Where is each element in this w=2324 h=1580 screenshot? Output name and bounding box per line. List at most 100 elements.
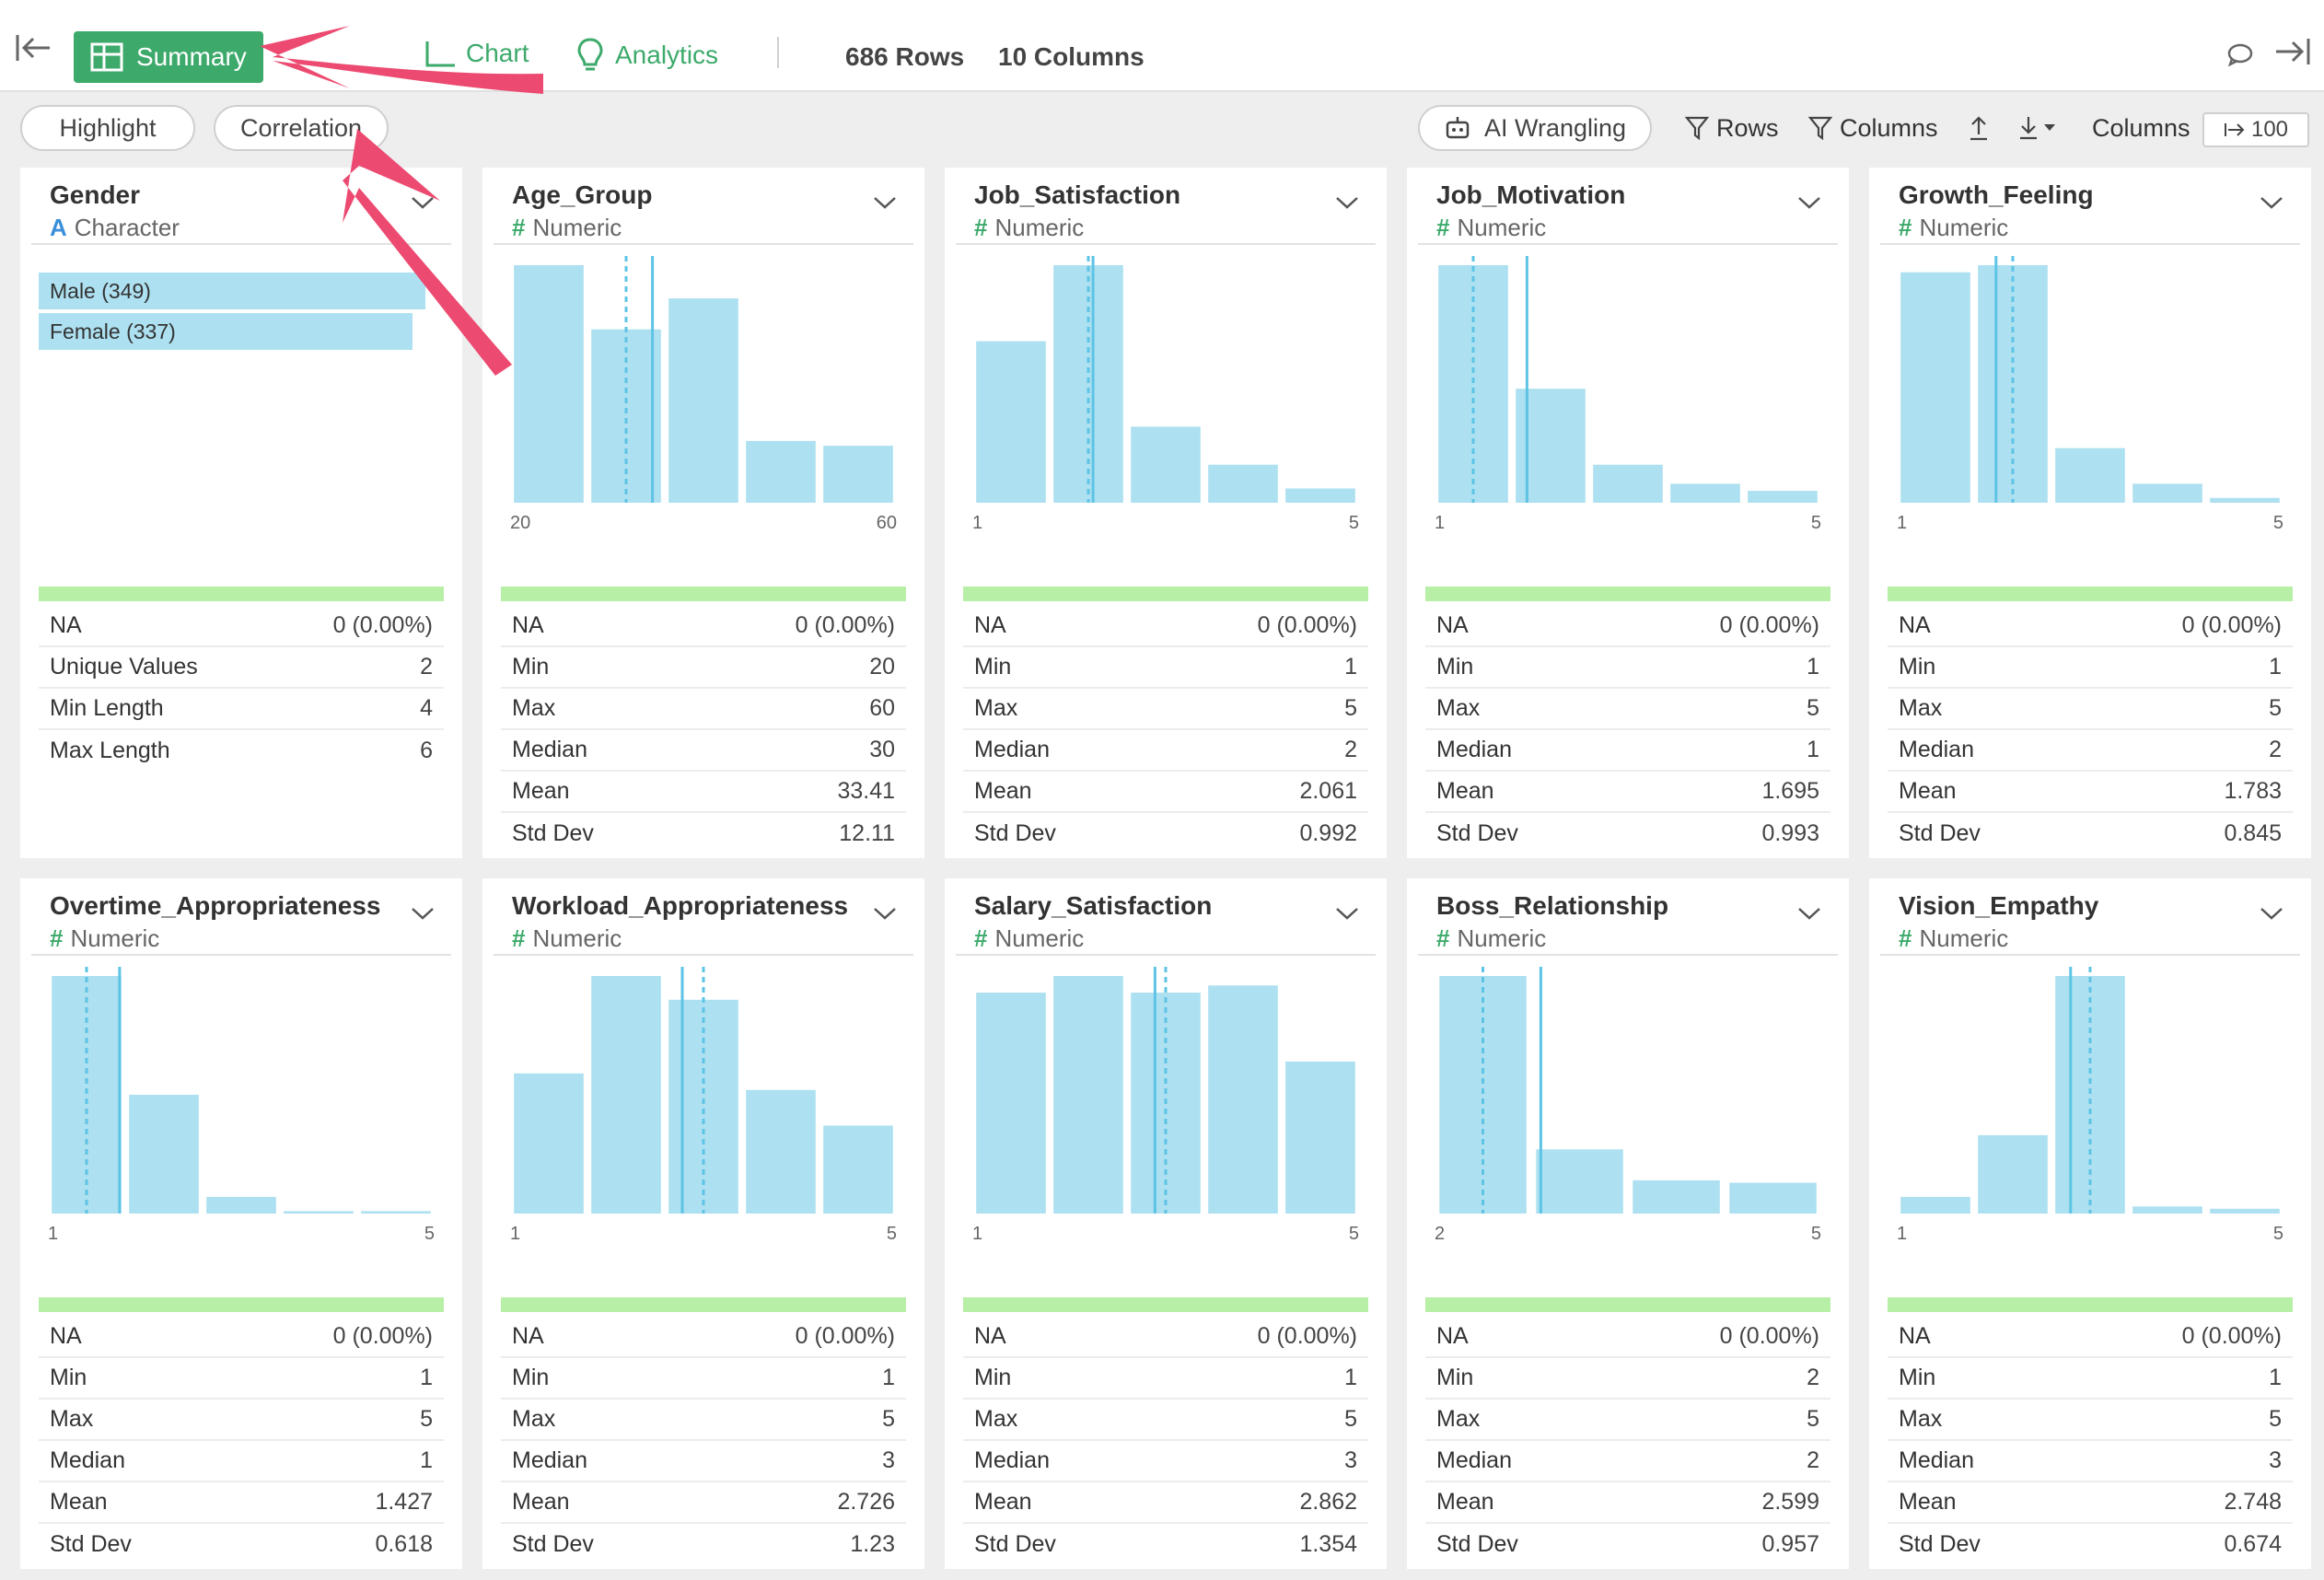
columns-filter-button[interactable]: Columns	[1808, 105, 1938, 151]
histogram-bar[interactable]	[2210, 497, 2280, 503]
comment-icon[interactable]	[2226, 42, 2254, 66]
chevron-down-icon[interactable]	[1795, 904, 1823, 923]
column-card-gender[interactable]: Gender A Character Male (349) Female (337) NA…	[20, 168, 462, 858]
stat-value: 2	[1344, 737, 1357, 762]
histogram-bar[interactable]	[1131, 426, 1201, 503]
column-card-boss-relationship[interactable]: Boss_Relationship # Numeric 2 5 NA 0 (0.00%) Mi…	[1407, 878, 1849, 1569]
category-bar[interactable]: Female (337)	[39, 313, 413, 350]
stat-label: Median	[974, 1447, 1050, 1473]
category-bar[interactable]: Male (349)	[39, 273, 425, 309]
summary-tab[interactable]: Summary	[74, 31, 263, 83]
column-card-job-satisfaction[interactable]: Job_Satisfaction # Numeric 1 5 NA 0 (0.00%) Min…	[945, 168, 1387, 858]
chevron-down-icon[interactable]	[871, 904, 899, 923]
histogram-bar[interactable]	[1729, 1182, 1817, 1214]
chevron-down-icon[interactable]	[2258, 904, 2285, 923]
stat-row: NA 0 (0.00%)	[1425, 606, 1830, 647]
chevron-down-icon[interactable]	[1795, 193, 1823, 212]
histogram-bar[interactable]	[1285, 1061, 1355, 1214]
histogram-bar[interactable]	[668, 298, 738, 503]
chevron-down-icon[interactable]	[871, 193, 899, 212]
histogram-bar[interactable]	[1285, 488, 1355, 504]
stat-row: Mean 33.41	[501, 772, 906, 813]
ai-wrangling-button[interactable]: AI Wrangling	[1418, 105, 1652, 151]
column-card-overtime-appropriateness[interactable]: Overtime_Appropriateness # Numeric 1 5 NA 0 (0…	[20, 878, 462, 1569]
histogram-bar[interactable]	[1208, 985, 1278, 1214]
histogram-bar[interactable]	[361, 1211, 431, 1214]
histogram-bar[interactable]	[668, 999, 738, 1214]
column-card-vision-empathy[interactable]: Vision_Empathy # Numeric 1 5 NA 0 (0.00%) Min 1 M…	[1869, 878, 2311, 1569]
histogram-bar[interactable]	[823, 1125, 893, 1214]
column-card-job-motivation[interactable]: Job_Motivation # Numeric 1 5 NA 0 (0.00%) Min 1 M…	[1407, 168, 1849, 858]
column-card-growth-feeling[interactable]: Growth_Feeling # Numeric 1 5 NA 0 (0.00%) Min 1 M…	[1869, 168, 2311, 858]
stat-value: 1	[1807, 737, 1819, 762]
stat-value: 0.618	[375, 1531, 433, 1557]
histogram-bar[interactable]	[1748, 491, 1818, 503]
column-name[interactable]: Salary_Satisfaction	[974, 891, 1213, 920]
column-name[interactable]: Growth_Feeling	[1899, 180, 2094, 209]
histogram-bar[interactable]	[591, 329, 661, 503]
column-name[interactable]: Gender	[50, 180, 141, 209]
histogram-bar[interactable]	[1053, 976, 1123, 1214]
valid-data-bar	[1425, 1297, 1830, 1312]
collapse-left-icon[interactable]	[15, 33, 52, 63]
chevron-down-icon[interactable]	[1333, 193, 1361, 212]
rows-filter-button[interactable]: Rows	[1685, 105, 1779, 151]
histogram-bar[interactable]	[2055, 447, 2125, 503]
columns-limit-input[interactable]: 100	[2202, 112, 2309, 147]
histogram-bar[interactable]	[1593, 464, 1663, 503]
column-card-age-group[interactable]: Age_Group # Numeric 20 60 NA 0 (0.00%) Min 20 Max…	[482, 168, 924, 858]
histogram-bar[interactable]	[129, 1095, 199, 1214]
histogram-bar[interactable]	[746, 440, 816, 503]
stat-value: 12.11	[839, 820, 895, 846]
histogram-bar[interactable]	[284, 1211, 354, 1214]
correlation-button[interactable]: Correlation	[214, 105, 389, 151]
stat-row: Min 2	[1425, 1358, 1830, 1400]
histogram-bar[interactable]	[1900, 272, 1970, 503]
histogram-bar[interactable]	[1633, 1179, 1720, 1214]
histogram-bar[interactable]	[976, 993, 1046, 1214]
histogram-bar[interactable]	[1978, 1134, 2048, 1214]
histogram-bar[interactable]	[514, 1073, 584, 1214]
histogram-bar[interactable]	[1208, 464, 1278, 503]
stat-label: Mean	[974, 778, 1032, 804]
histogram-bar[interactable]	[2210, 1208, 2280, 1214]
column-name[interactable]: Vision_Empathy	[1899, 891, 2099, 920]
stat-label: Median	[512, 1447, 587, 1473]
histogram-bar[interactable]	[206, 1196, 276, 1214]
column-name[interactable]: Workload_Appropriateness	[512, 891, 849, 920]
valid-data-bar	[501, 587, 906, 601]
column-name[interactable]: Boss_Relationship	[1436, 891, 1669, 920]
chart-icon	[425, 40, 457, 67]
column-name[interactable]: Age_Group	[512, 180, 653, 209]
analytics-tab[interactable]: Analytics	[576, 37, 718, 74]
upload-icon[interactable]	[1967, 105, 1991, 151]
histogram-bar[interactable]	[1670, 483, 1740, 503]
histogram-bar[interactable]	[591, 976, 661, 1214]
chart-tab[interactable]: Chart	[425, 39, 529, 68]
histogram-bar[interactable]	[976, 341, 1046, 503]
histogram-bar[interactable]	[514, 265, 584, 503]
column-name[interactable]: Job_Motivation	[1436, 180, 1626, 209]
chevron-down-icon[interactable]	[409, 193, 436, 212]
type-label: Numeric	[70, 924, 160, 952]
collapse-right-icon[interactable]	[2274, 37, 2311, 66]
stat-label: Min	[512, 1365, 550, 1390]
chevron-down-icon[interactable]	[1333, 904, 1361, 923]
column-name[interactable]: Job_Satisfaction	[974, 180, 1181, 209]
chevron-down-icon[interactable]	[2258, 193, 2285, 212]
histogram-bar[interactable]	[1900, 1196, 1970, 1214]
histogram-bar[interactable]	[2132, 1206, 2202, 1214]
type-tag: #	[1899, 924, 1912, 952]
chevron-down-icon[interactable]	[409, 904, 436, 923]
highlight-button[interactable]: Highlight	[20, 105, 195, 151]
column-card-salary-satisfaction[interactable]: Salary_Satisfaction # Numeric 1 5 NA 0 (0.00%)…	[945, 878, 1387, 1569]
x-min-label: 1	[1897, 513, 1907, 532]
histogram-bar[interactable]	[823, 446, 893, 503]
histogram-bar[interactable]	[1536, 1149, 1623, 1214]
histogram-bar[interactable]	[746, 1089, 816, 1214]
column-card-workload-appropriateness[interactable]: Workload_Appropriateness # Numeric 1 5 NA 0 (0…	[482, 878, 924, 1569]
download-icon[interactable]	[2016, 105, 2061, 151]
header-divider	[31, 243, 451, 245]
column-name[interactable]: Overtime_Appropriateness	[50, 891, 381, 920]
histogram-bar[interactable]	[2132, 483, 2202, 503]
